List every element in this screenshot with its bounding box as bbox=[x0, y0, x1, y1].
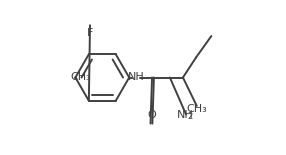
Text: NH: NH bbox=[128, 73, 144, 82]
Text: O: O bbox=[147, 110, 156, 120]
Text: NH: NH bbox=[177, 110, 194, 120]
Text: CH₃: CH₃ bbox=[70, 73, 91, 82]
Text: CH₃: CH₃ bbox=[186, 104, 207, 114]
Text: F: F bbox=[87, 28, 93, 38]
Text: 2: 2 bbox=[187, 112, 192, 121]
